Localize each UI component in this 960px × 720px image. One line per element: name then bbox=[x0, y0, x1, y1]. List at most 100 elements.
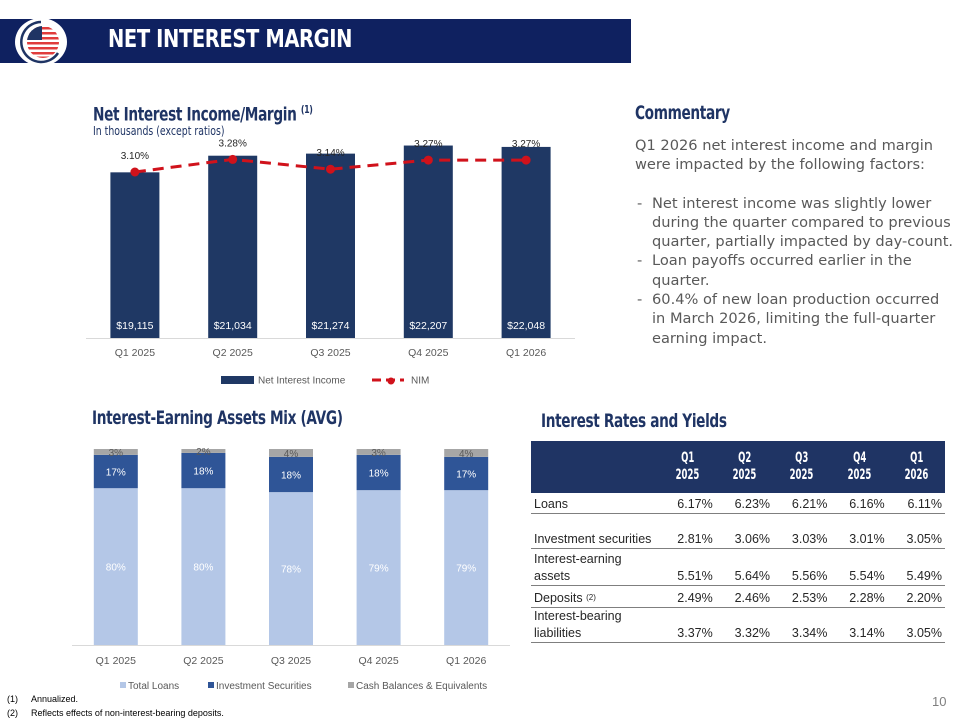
row-label: Interest-bearing liabilities bbox=[531, 607, 659, 643]
rates-col-header: Q1 2025 bbox=[658, 441, 716, 493]
mix-segment-label: 2% bbox=[196, 447, 211, 458]
flag-globe-logo-icon bbox=[15, 18, 67, 66]
legend-swatch bbox=[120, 682, 126, 688]
cell-value: 3.03% bbox=[773, 513, 831, 549]
x-tick-label: Q1 2026 bbox=[506, 347, 546, 359]
mix-segment-label: 17% bbox=[106, 468, 126, 479]
nii-chart-subtitle: In thousands (except ratios) bbox=[93, 124, 225, 138]
nim-label: 3.14% bbox=[316, 148, 344, 159]
x-tick-label: Q4 2025 bbox=[358, 655, 398, 667]
cell-value: 2.20% bbox=[887, 585, 945, 608]
legend-label-nii: Net Interest Income bbox=[258, 376, 346, 387]
cell-value: 3.05% bbox=[887, 513, 945, 549]
commentary-body: Q1 2026 net interest income and margin w… bbox=[635, 136, 955, 348]
legend-label: Cash Balances & Equivalents bbox=[356, 681, 487, 692]
x-tick-label: Q3 2025 bbox=[271, 655, 311, 667]
mix-bar-segment bbox=[269, 449, 313, 457]
rates-title: Interest Rates and Yields bbox=[541, 410, 727, 432]
rates-col-header: Q3 2025 bbox=[773, 441, 831, 493]
mix-bar-segment bbox=[269, 456, 313, 493]
footnote: (2) Reflects effects of non-interest-bear… bbox=[7, 708, 224, 718]
x-tick-label: Q4 2025 bbox=[408, 347, 448, 359]
nii-bar-label: $22,207 bbox=[409, 320, 447, 332]
cell-value: 5.54% bbox=[830, 548, 888, 586]
footnotes: (1) Annualized. (2) Reflects effects of no… bbox=[7, 692, 224, 720]
rates-header-row: Q1 2025 Q2 2025 Q3 2025 Q4 2025 Q1 2026 bbox=[531, 441, 945, 493]
commentary-bullet: 60.4% of new loan production occurred in… bbox=[635, 290, 955, 348]
nim-label: 3.10% bbox=[121, 151, 149, 162]
rates-col-header: Q2 2025 bbox=[715, 441, 774, 493]
cell-value: 6.21% bbox=[773, 493, 831, 514]
mix-segment-label: 80% bbox=[106, 563, 126, 574]
legend-label: Total Loans bbox=[128, 681, 179, 692]
cell-value: 2.81% bbox=[658, 513, 716, 549]
legend-swatch bbox=[208, 682, 214, 688]
mix-segment-label: 18% bbox=[193, 467, 213, 478]
page-number: 10 bbox=[932, 694, 947, 709]
cell-value: 5.64% bbox=[715, 548, 774, 586]
nim-point bbox=[423, 155, 433, 165]
legend-swatch bbox=[348, 682, 354, 688]
nii-bar bbox=[403, 145, 453, 338]
commentary-title: Commentary bbox=[635, 102, 730, 124]
commentary-bullets: Net interest income was slightly lower d… bbox=[635, 194, 955, 348]
mix-segment-label: 18% bbox=[281, 470, 301, 481]
nim-label: 3.28% bbox=[219, 138, 247, 149]
mix-segment-label: 80% bbox=[193, 563, 213, 574]
rates-table: Q1 2025 Q2 2025 Q3 2025 Q4 2025 Q1 2026 Loans… bbox=[531, 441, 945, 643]
nim-point bbox=[228, 154, 238, 164]
row-label: Investment securities bbox=[531, 513, 659, 549]
commentary-bullet: Loan payoffs occurred earlier in the qua… bbox=[635, 251, 955, 290]
table-row: Interest-earning assets 5.51% 5.64% 5.56… bbox=[531, 548, 945, 586]
row-label: Loans bbox=[531, 493, 659, 514]
nii-bar bbox=[306, 153, 355, 338]
mix-bar-segment bbox=[444, 490, 489, 645]
nim-point bbox=[130, 167, 140, 177]
mix-bar-segment bbox=[181, 449, 226, 453]
x-tick-label: Q1 2026 bbox=[446, 655, 486, 667]
mix-segment-label: 3% bbox=[109, 448, 124, 459]
deposits-footnote: (2) bbox=[586, 593, 596, 602]
table-row: Loans 6.17% 6.23% 6.21% 6.16% 6.11% bbox=[531, 493, 945, 514]
x-tick-label: Q1 2025 bbox=[96, 655, 136, 667]
x-tick-label: Q2 2025 bbox=[213, 347, 253, 359]
nii-chart: $19,115 Q1 2025 $21,034 Q2 2025 $21,274 Q3 20… bbox=[86, 138, 575, 387]
commentary-bullet: Net interest income was slightly lower d… bbox=[635, 194, 955, 252]
table-row: Investment securities 2.81% 3.06% 3.03% … bbox=[531, 513, 945, 549]
nii-bar-label: $22,048 bbox=[507, 320, 545, 332]
mix-chart: 80% 17% 3% Q1 2025 80% 18% 2% Q2 2025 78% 18% 4% Q3… bbox=[72, 447, 510, 692]
mix-segment-label: 4% bbox=[284, 449, 299, 460]
cell-value: 2.46% bbox=[715, 585, 774, 608]
cell-value: 6.11% bbox=[887, 493, 945, 514]
mix-bar-segment bbox=[444, 449, 489, 457]
nii-bar bbox=[110, 172, 160, 338]
cell-value: 6.17% bbox=[658, 493, 716, 514]
cell-value: 2.28% bbox=[830, 585, 888, 608]
x-tick-label: Q1 2025 bbox=[115, 347, 155, 359]
page-title: NET INTEREST MARGIN bbox=[108, 24, 353, 53]
nim-label: 3.27% bbox=[414, 139, 442, 150]
mix-bar-segment bbox=[444, 456, 489, 491]
cell-value: 6.16% bbox=[830, 493, 888, 514]
table-row: Interest-bearing liabilities 3.37% 3.32%… bbox=[531, 607, 945, 643]
nii-bar-label: $21,274 bbox=[312, 320, 350, 332]
nii-bar-label: $19,115 bbox=[116, 320, 153, 332]
rates-header-blank bbox=[531, 441, 659, 493]
mix-bar-segment bbox=[181, 488, 226, 645]
mix-bar-segment bbox=[93, 454, 138, 489]
x-tick-label: Q2 2025 bbox=[183, 655, 223, 667]
cell-value: 2.49% bbox=[658, 585, 716, 608]
cell-value: 3.37% bbox=[658, 607, 716, 643]
mix-segment-label: 18% bbox=[369, 469, 389, 480]
cell-value: 3.14% bbox=[830, 607, 888, 643]
mix-segment-label: 79% bbox=[456, 564, 476, 575]
header-bar bbox=[0, 19, 631, 63]
mix-chart-title: Interest-Earning Assets Mix (AVG) bbox=[92, 407, 343, 429]
cell-value: 3.32% bbox=[715, 607, 774, 643]
mix-bar-segment bbox=[93, 449, 138, 455]
mix-segment-label: 79% bbox=[369, 564, 389, 575]
x-tick-label: Q3 2025 bbox=[310, 347, 350, 359]
row-label: Interest-earning assets bbox=[531, 548, 659, 586]
mix-segment-label: 3% bbox=[371, 448, 386, 459]
footnote: (1) Annualized. bbox=[7, 694, 79, 704]
